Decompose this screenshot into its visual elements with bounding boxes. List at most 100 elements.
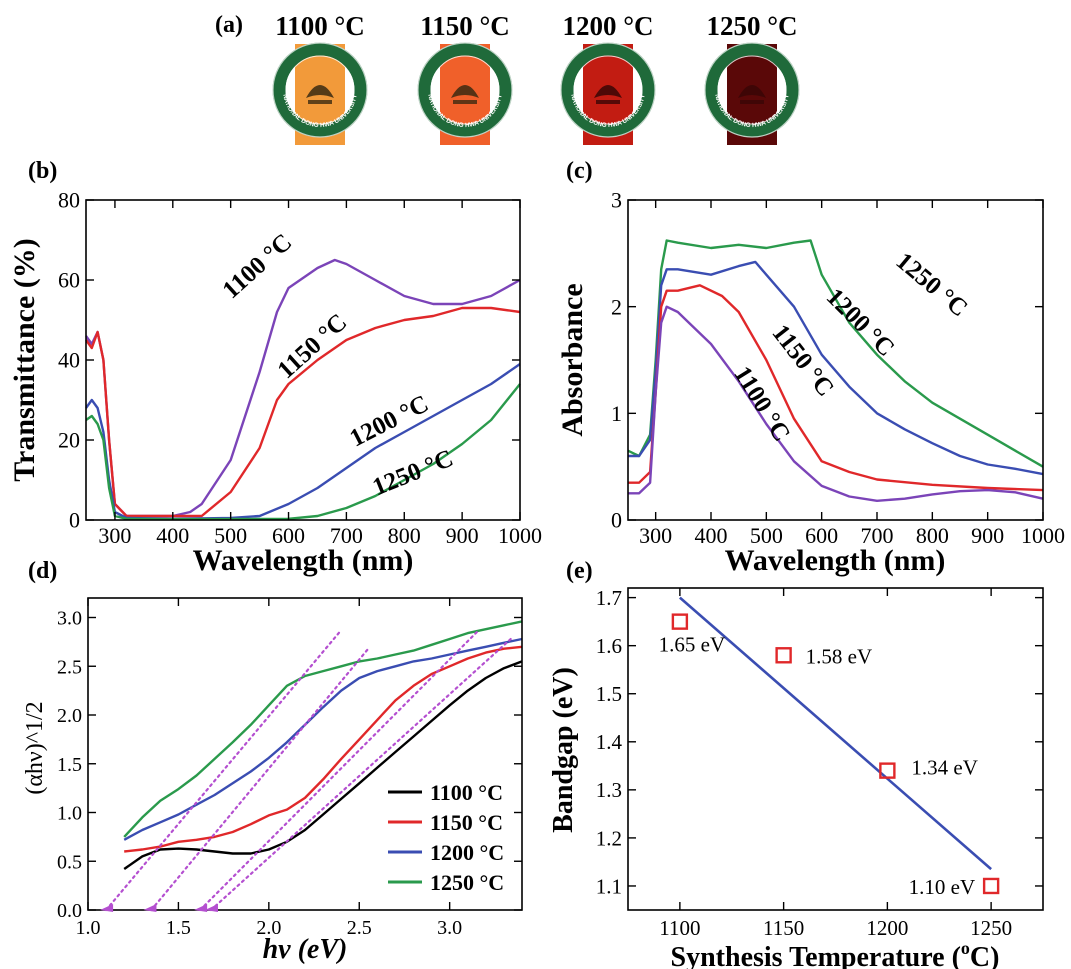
- panel-label-e: (e): [566, 558, 593, 584]
- x-tick-label: 1100: [659, 916, 700, 940]
- curve-label-1200-c: 1200 °C: [346, 390, 433, 452]
- seal-outer-edge: [704, 42, 800, 138]
- y-tick-label: 2.0: [57, 705, 82, 727]
- university-seal-icon: [272, 42, 368, 138]
- data-point-marker: [982, 877, 1000, 895]
- x-tick-label: 800: [916, 523, 949, 548]
- x-axis-label-main: Synthesis Temperature (: [671, 942, 961, 969]
- seal-emblem: [738, 85, 766, 98]
- intercept-arrow-icon: [100, 904, 114, 912]
- y-tick-label: 1.5: [57, 754, 82, 776]
- photo-temp-label: 1150 °C: [420, 11, 510, 41]
- x-tick-label: 600: [805, 523, 838, 548]
- y-tick-label: 1.6: [596, 634, 622, 658]
- series-line-1100-c: [123, 660, 523, 870]
- x-tick-label: 700: [861, 523, 894, 548]
- curve-label-1150-c: 1150 °C: [273, 309, 353, 385]
- curve-label-1200-c: 1200 °C: [821, 283, 900, 362]
- university-seal-icon: [417, 42, 513, 138]
- series-line-1200-c: [85, 363, 521, 520]
- x-tick-label: 900: [971, 523, 1004, 548]
- x-tick-label: 400: [156, 523, 189, 548]
- y-tick-label: 1.2: [596, 826, 622, 850]
- seal-emblem: [306, 85, 334, 98]
- y-tick-label: 1: [611, 401, 622, 426]
- intercept-arrow-icon: [204, 904, 218, 912]
- x-tick-label: 800: [388, 523, 421, 548]
- x-tick-label: 1.0: [76, 917, 101, 939]
- x-tick-label: 300: [98, 523, 131, 548]
- x-tick-label: 2.5: [347, 917, 372, 939]
- x-tick-label: 1000: [1021, 523, 1065, 548]
- plot-frame: [627, 199, 1044, 521]
- y-axis-label: Transmittance (%): [8, 238, 41, 482]
- panel-d-tauc-plot: 1.0 1.5 2.0 2.5 3.0 0.0 0.5 1.0 1.5 2.0 2.5 3.0 hν (…: [22, 597, 523, 965]
- linear-fit-line: [679, 596, 992, 871]
- x-tick-label: 400: [695, 523, 728, 548]
- photo-temp-label: 1100 °C: [275, 11, 365, 41]
- seal-outer-edge: [560, 42, 656, 138]
- y-tick-label: 0.0: [57, 900, 82, 922]
- x-axis-label: hν (eV): [263, 934, 348, 965]
- data-point-marker: [775, 647, 792, 664]
- series-line-1100-c: [85, 258, 521, 518]
- seal-emblem-base: [740, 100, 764, 104]
- photo-temp-label: 1250 °C: [706, 11, 797, 41]
- data-point-marker: [671, 613, 689, 630]
- x-tick-label: 700: [330, 523, 363, 548]
- y-axis-label: Absorbance: [556, 283, 589, 436]
- series-line-1250-c: [123, 620, 523, 838]
- seal-inner-edge: [573, 55, 643, 125]
- series-line-1200-c: [628, 260, 1044, 476]
- curve-label-1250-c: 1250 °C: [369, 445, 457, 502]
- panel-label-c: (c): [566, 158, 593, 184]
- point-value-label: 1.58 eV: [806, 644, 873, 668]
- legend-label-1200-c: 1200 °C: [430, 840, 504, 865]
- seal-emblem: [594, 85, 622, 98]
- photo-temp-label: 1200 °C: [562, 11, 653, 41]
- x-axis-label: Wavelength (nm): [193, 544, 414, 577]
- curve-label-1250-c: 1250 °C: [891, 248, 973, 323]
- seal-outer-edge: [272, 42, 368, 138]
- x-tick-label: 1000: [498, 523, 542, 548]
- seal-emblem-base: [308, 100, 332, 104]
- legend-label-1250-c: 1250 °C: [430, 870, 504, 895]
- y-tick-label: 1.7: [596, 586, 622, 610]
- seal-inner-edge: [717, 55, 787, 125]
- series-line-1250-c: [627, 239, 1044, 468]
- x-axis-label: Wavelength (nm): [725, 544, 946, 577]
- y-tick-label: 3.0: [57, 608, 82, 630]
- y-axis-label: (αhν)^1/2: [22, 701, 48, 794]
- panel-c-absorbance-chart: 300 400 500 600 700 800 900 1000 0 1 2 3 Wavelength …: [556, 188, 1065, 577]
- x-axis-label-end: C): [970, 942, 1000, 969]
- y-tick-label: 1.3: [596, 778, 622, 802]
- panel-b-transmittance-chart: 300 400 500 600 700 800 900 1000 0 20 40 60 80 Wavele…: [8, 188, 542, 577]
- x-tick-label: 1200: [866, 916, 908, 940]
- series-line-1150-c: [124, 645, 523, 853]
- x-axis-label: Synthesis Temperature (oC): [671, 938, 1000, 969]
- seal-inner-edge: [285, 55, 355, 125]
- data-point-marker: [879, 762, 896, 779]
- point-value-label: 1.10 eV: [909, 875, 976, 899]
- seal-inner-edge: [430, 55, 500, 125]
- legend-label-1100-c: 1100 °C: [430, 780, 503, 805]
- y-axis-label: Bandgap (eV): [548, 667, 579, 833]
- y-tick-label: 20: [58, 428, 80, 453]
- series-line-1100-c: [628, 305, 1044, 502]
- university-seal-icon: [704, 42, 800, 138]
- plot-frame: [627, 587, 1044, 911]
- intercept-arrow-icon: [143, 904, 157, 912]
- tauc-fit-line: [150, 647, 370, 912]
- x-tick-label: 500: [750, 523, 783, 548]
- x-tick-label: 600: [272, 523, 305, 548]
- panel-label-b: (b): [28, 158, 57, 184]
- y-tick-label: 80: [58, 188, 80, 213]
- x-tick-label: 1150: [763, 916, 804, 940]
- x-tick-label: 3.0: [437, 917, 462, 939]
- y-tick-label: 2.5: [57, 656, 82, 678]
